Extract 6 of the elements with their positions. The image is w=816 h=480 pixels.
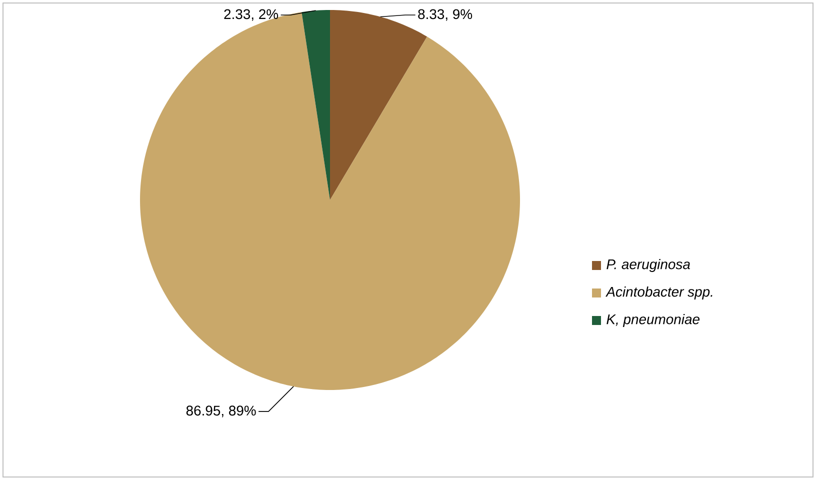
legend-label: K, pneumoniae xyxy=(606,314,700,327)
data-label: 8.33, 9% xyxy=(418,9,472,21)
legend-label: P. aeruginosa xyxy=(606,258,690,272)
data-label: 86.95, 89% xyxy=(186,406,256,418)
legend-label: Acintobacter spp. xyxy=(606,286,712,300)
data-label: 2.33, 2% xyxy=(224,9,278,21)
